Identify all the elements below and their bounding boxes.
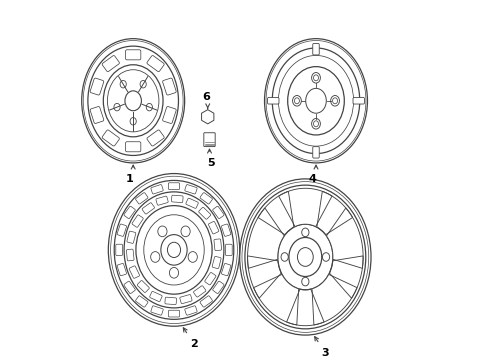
- Text: 4: 4: [309, 174, 317, 184]
- FancyBboxPatch shape: [142, 203, 154, 214]
- FancyBboxPatch shape: [127, 231, 136, 243]
- FancyBboxPatch shape: [132, 215, 143, 227]
- FancyBboxPatch shape: [212, 256, 221, 269]
- Polygon shape: [279, 188, 332, 226]
- FancyBboxPatch shape: [116, 244, 122, 256]
- Polygon shape: [247, 208, 284, 268]
- FancyBboxPatch shape: [185, 185, 197, 194]
- FancyBboxPatch shape: [156, 196, 168, 205]
- FancyBboxPatch shape: [194, 286, 206, 297]
- FancyBboxPatch shape: [151, 306, 163, 315]
- Polygon shape: [326, 208, 363, 268]
- FancyBboxPatch shape: [186, 198, 198, 208]
- FancyBboxPatch shape: [102, 55, 120, 72]
- FancyBboxPatch shape: [149, 291, 162, 302]
- Polygon shape: [201, 110, 214, 124]
- FancyBboxPatch shape: [117, 224, 126, 237]
- FancyBboxPatch shape: [125, 142, 141, 152]
- Text: 3: 3: [321, 348, 329, 358]
- Polygon shape: [312, 274, 357, 325]
- FancyBboxPatch shape: [313, 147, 319, 158]
- FancyBboxPatch shape: [147, 55, 164, 72]
- FancyBboxPatch shape: [136, 193, 148, 204]
- FancyBboxPatch shape: [124, 206, 135, 219]
- FancyBboxPatch shape: [129, 266, 140, 278]
- FancyBboxPatch shape: [213, 206, 224, 219]
- FancyBboxPatch shape: [163, 78, 176, 95]
- FancyBboxPatch shape: [169, 183, 180, 189]
- FancyBboxPatch shape: [126, 249, 134, 261]
- FancyBboxPatch shape: [268, 98, 279, 104]
- FancyBboxPatch shape: [185, 306, 197, 315]
- FancyBboxPatch shape: [102, 130, 120, 146]
- FancyBboxPatch shape: [172, 195, 183, 203]
- FancyBboxPatch shape: [208, 221, 219, 234]
- FancyBboxPatch shape: [353, 98, 365, 104]
- FancyBboxPatch shape: [163, 107, 176, 123]
- FancyBboxPatch shape: [313, 44, 319, 55]
- FancyBboxPatch shape: [136, 296, 148, 307]
- FancyBboxPatch shape: [200, 193, 212, 204]
- Text: 6: 6: [202, 92, 210, 102]
- FancyBboxPatch shape: [169, 310, 180, 317]
- Text: 2: 2: [190, 339, 197, 349]
- FancyBboxPatch shape: [90, 107, 104, 123]
- FancyBboxPatch shape: [214, 239, 221, 251]
- FancyBboxPatch shape: [165, 297, 176, 305]
- FancyBboxPatch shape: [117, 264, 126, 276]
- FancyBboxPatch shape: [90, 78, 104, 95]
- Polygon shape: [254, 274, 299, 325]
- FancyBboxPatch shape: [124, 281, 135, 293]
- FancyBboxPatch shape: [199, 207, 211, 219]
- FancyBboxPatch shape: [200, 296, 212, 307]
- Text: 1: 1: [126, 174, 133, 184]
- FancyBboxPatch shape: [137, 280, 149, 292]
- FancyBboxPatch shape: [205, 273, 216, 285]
- FancyBboxPatch shape: [221, 224, 231, 237]
- FancyBboxPatch shape: [147, 130, 164, 146]
- FancyBboxPatch shape: [221, 264, 231, 276]
- FancyBboxPatch shape: [180, 294, 192, 303]
- FancyBboxPatch shape: [225, 244, 232, 256]
- FancyBboxPatch shape: [151, 185, 163, 194]
- FancyBboxPatch shape: [204, 133, 215, 147]
- FancyBboxPatch shape: [213, 281, 224, 293]
- FancyBboxPatch shape: [125, 50, 141, 60]
- Text: 5: 5: [207, 158, 215, 168]
